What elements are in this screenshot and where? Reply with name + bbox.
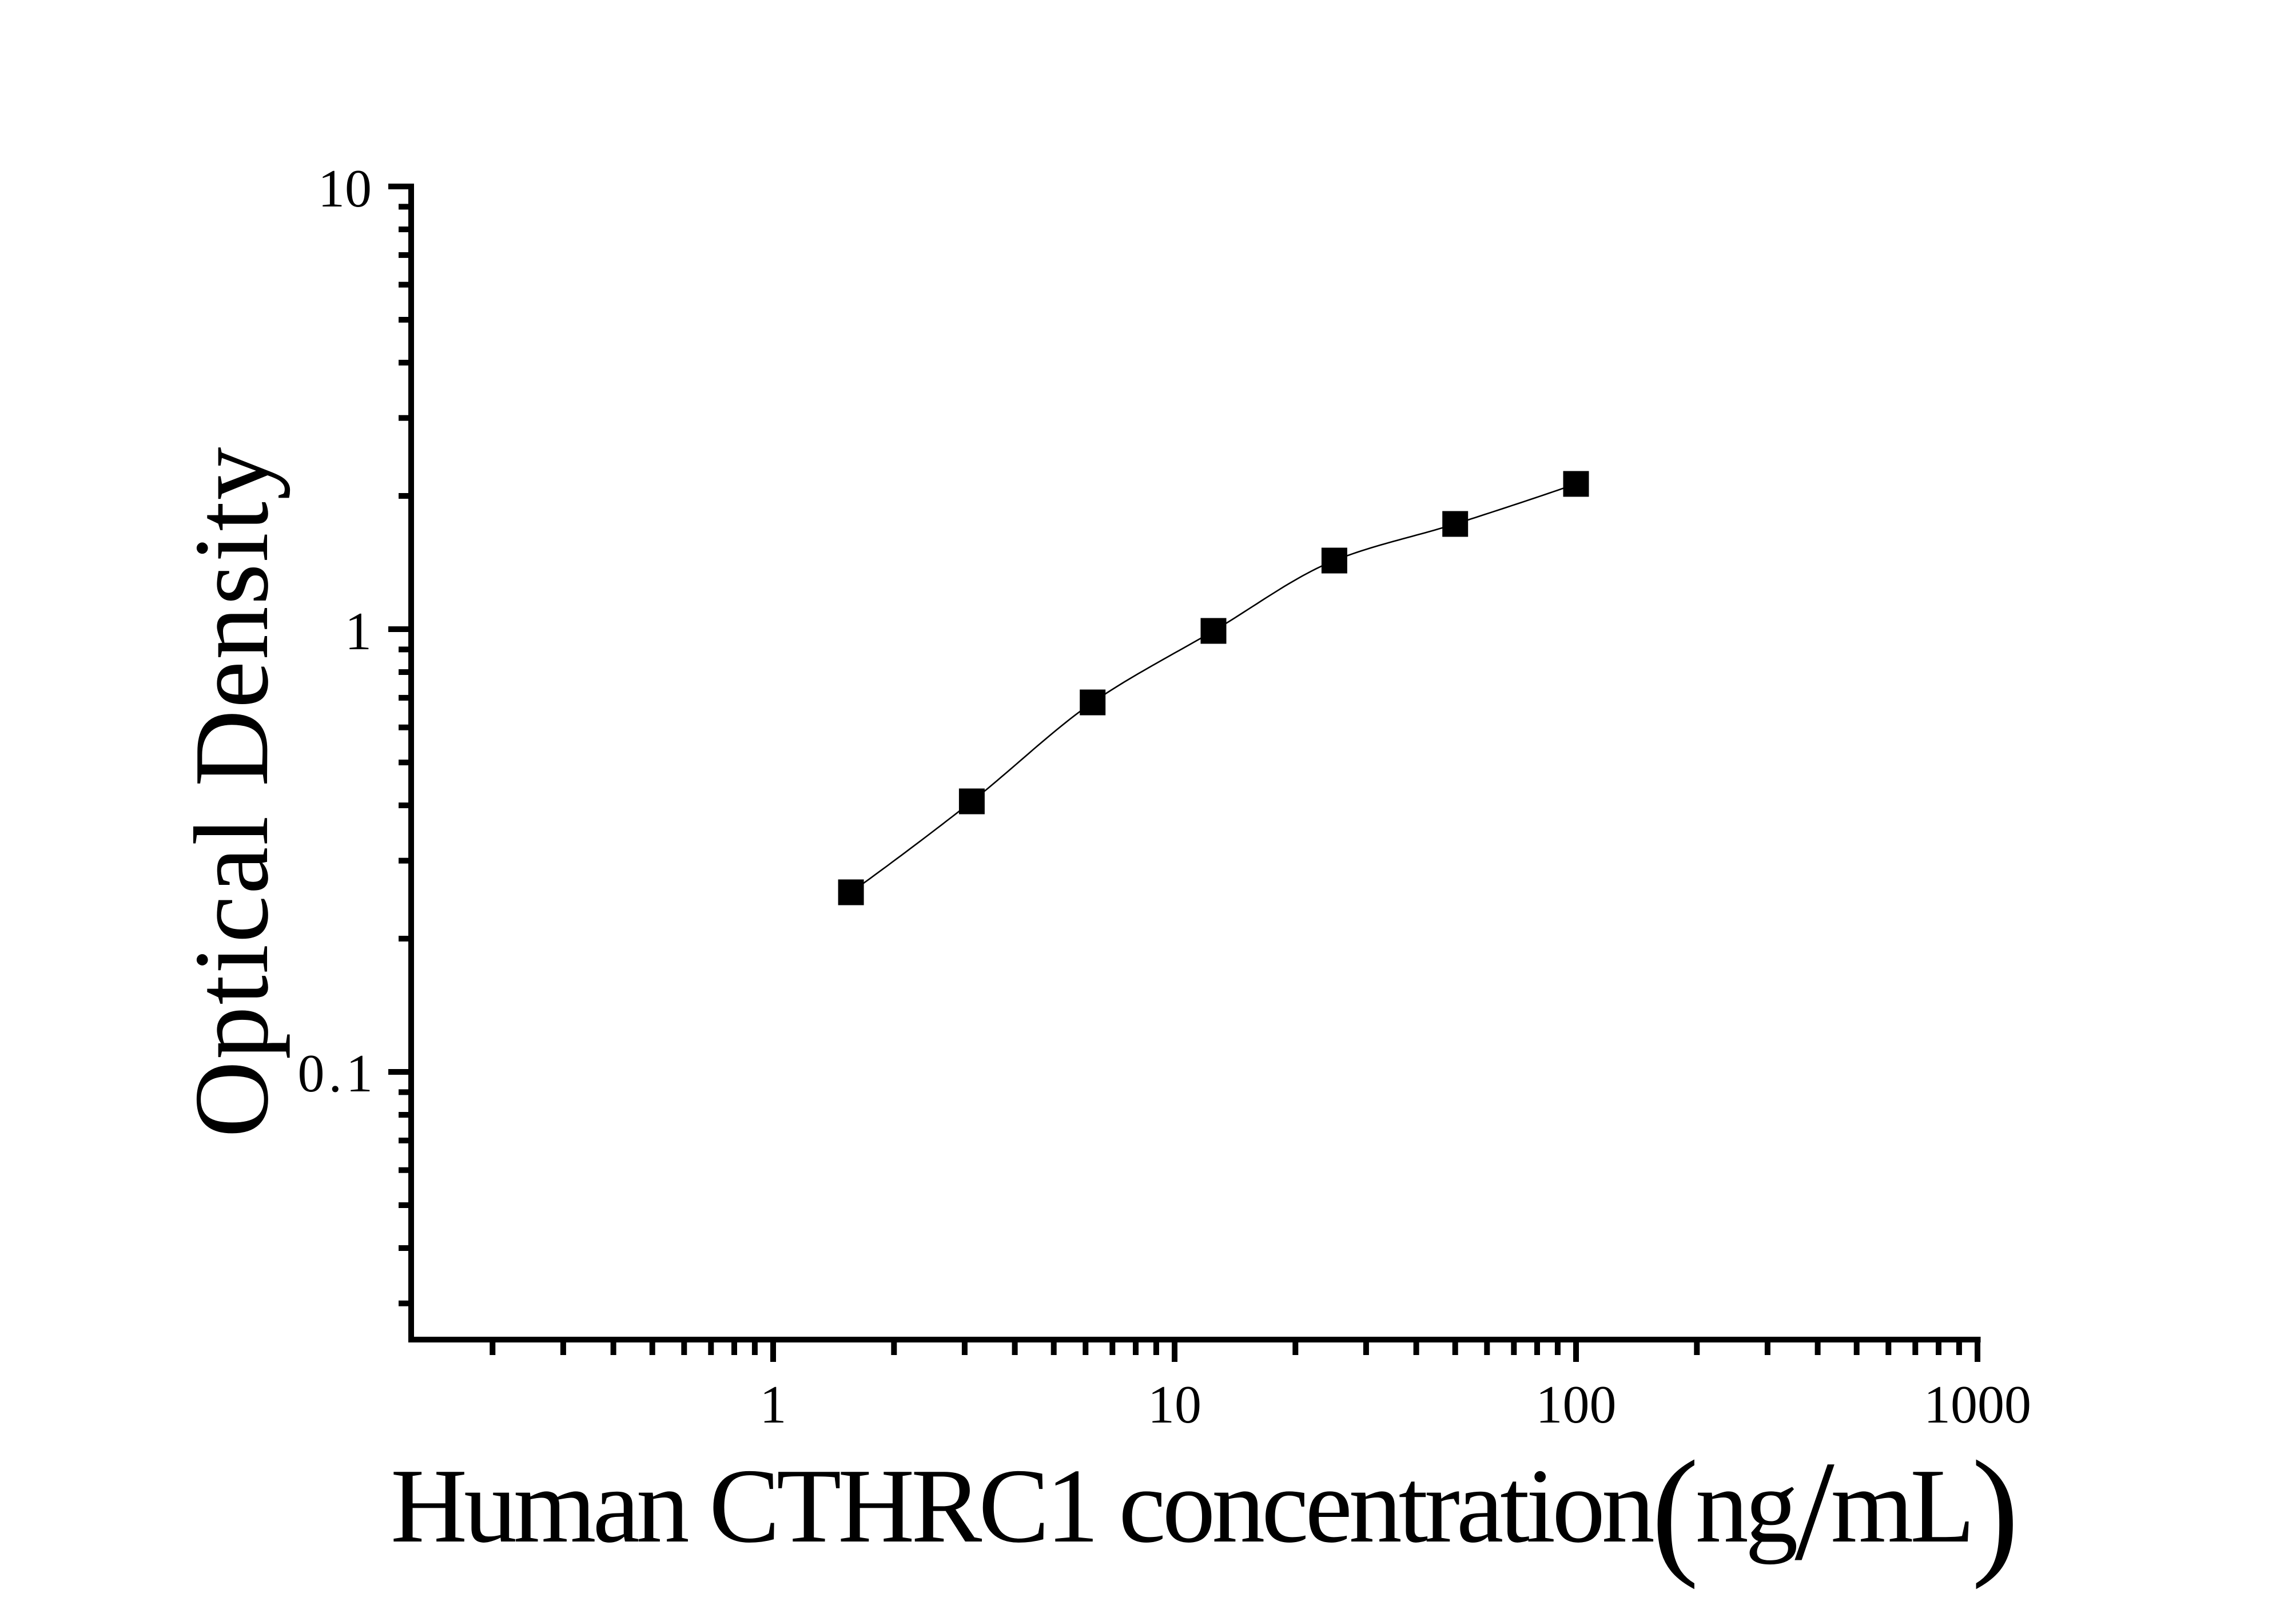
svg-text:10: 10 [318, 159, 372, 218]
svg-text:1: 1 [760, 1375, 787, 1435]
svg-text:Human CTHRC1 concentration(ng/: Human CTHRC1 concentration(ng/mL) [391, 1432, 2016, 1590]
svg-text:100: 100 [1536, 1375, 1617, 1435]
svg-text:1: 1 [345, 602, 372, 661]
svg-text:10: 10 [1148, 1375, 1201, 1435]
svg-text:0.1: 0.1 [298, 1044, 377, 1103]
svg-text:Optical Density: Optical Density [173, 446, 291, 1138]
svg-text:1000: 1000 [1924, 1375, 2031, 1435]
